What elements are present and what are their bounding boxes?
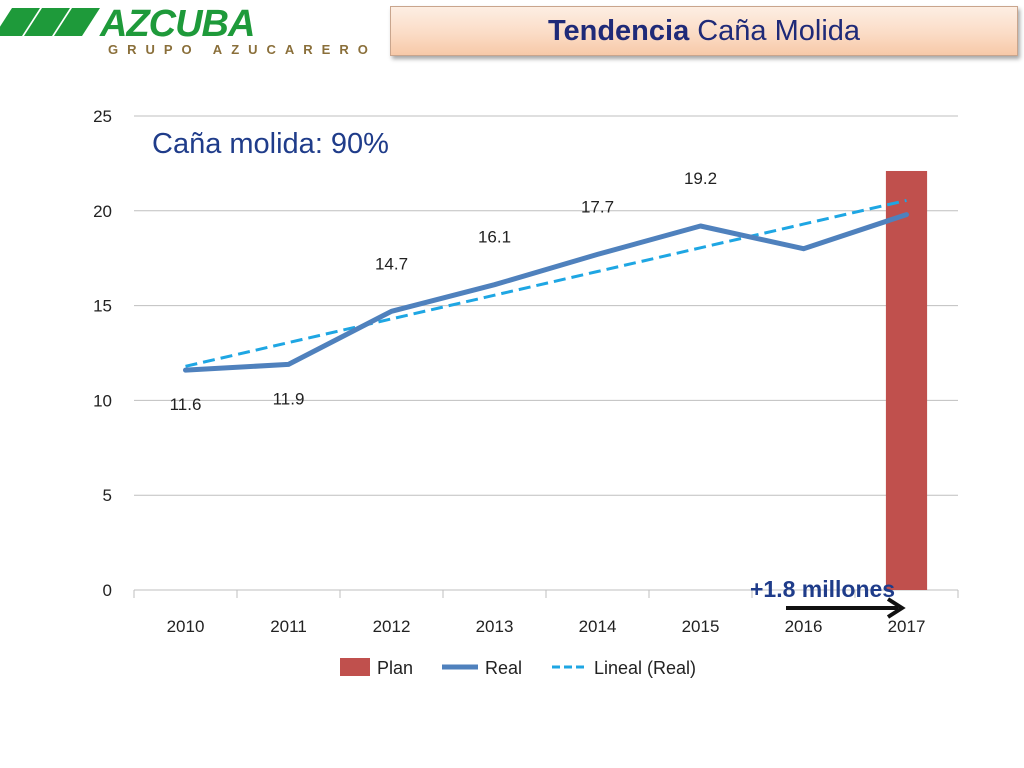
x-tick-label: 2012 [373,617,411,636]
slide-title-box: Tendencia Caña Molida [390,6,1018,56]
data-label: 17.7 [581,197,614,216]
grid-lines [133,115,959,598]
annotation-bump: +1.8 millones [750,576,895,602]
azcuba-logo: AZCUBA GRUPO AZUCARERO [0,3,377,57]
y-tick-label: 15 [93,297,112,316]
real-line-series [183,212,909,373]
legend-trend-label: Lineal (Real) [594,658,696,678]
y-tick-label: 20 [93,202,112,221]
data-label: 11.9 [273,389,305,408]
x-tick-label: 2013 [476,617,514,636]
x-tick-label: 2015 [682,617,720,636]
legend-plan-swatch [340,658,370,676]
data-label: 11.6 [170,395,202,414]
logo-main-text: AZCUBA [99,3,254,45]
x-tick-label: 2016 [785,617,823,636]
data-label: 16.1 [478,228,511,247]
data-label: 19.2 [684,169,717,188]
trend-line-series [185,198,907,368]
x-tick-label: 2011 [270,617,307,636]
x-tick-label: 2010 [167,617,205,636]
title-rest: Caña Molida [697,14,861,47]
legend-plan-label: Plan [377,658,413,678]
y-tick-label: 25 [93,107,112,126]
plan-bar [885,170,928,590]
x-tick-label: 2017 [888,617,926,636]
y-tick-label: 0 [103,581,112,600]
y-tick-label: 10 [93,391,112,410]
annotation-main: Caña molida: 90% [152,128,389,160]
x-tick-label: 2014 [579,617,617,636]
y-axis-ticks: 0 5 10 15 20 25 [93,107,112,600]
y-tick-label: 5 [103,486,112,505]
logo-sub-text: GRUPO AZUCARERO [108,42,377,57]
legend: Plan Real Lineal (Real) [340,658,696,678]
bump-arrow-icon [786,597,906,619]
logo-stripes [0,8,100,36]
x-axis-ticks: 2010 2011 2012 2013 2014 2015 2016 2017 [167,617,926,636]
plan-bars [885,170,928,590]
data-label: 14.7 [375,254,408,273]
title-bold: Tendencia [547,14,690,47]
legend-real-label: Real [485,658,522,678]
data-labels: 11.6 11.9 14.7 16.1 17.7 19.2 [170,169,717,414]
